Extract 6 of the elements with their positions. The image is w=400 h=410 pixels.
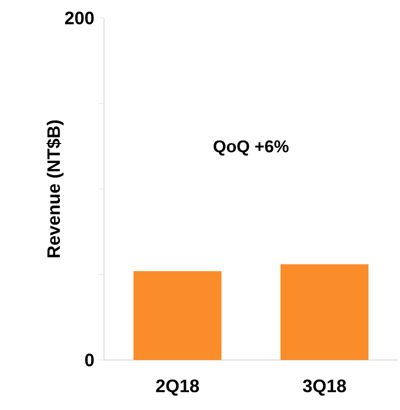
x-tick-label: 2Q18 <box>156 380 199 396</box>
x-tick-label: 3Q18 <box>302 380 346 396</box>
y-tick-label: 200 <box>65 12 94 24</box>
y-axis-title: Revenue (NT$B) <box>46 120 64 258</box>
y-tick-label: 0 <box>85 354 94 366</box>
annotation: QoQ +6% <box>214 140 289 156</box>
